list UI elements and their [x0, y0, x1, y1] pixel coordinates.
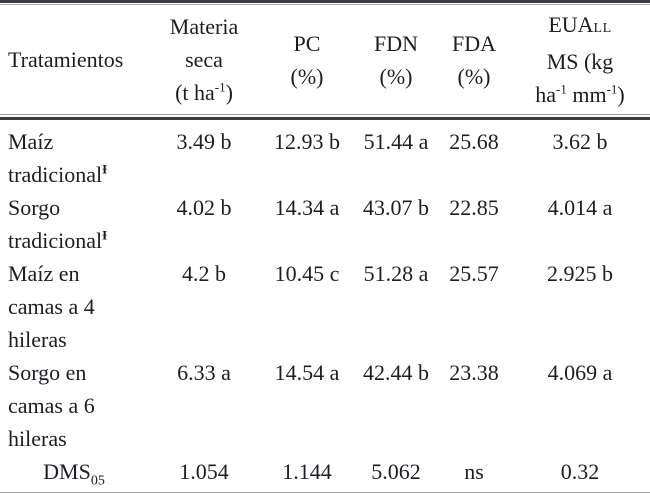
value-cell: 23.38 [449, 360, 499, 385]
footnote-marker: Ɨ [102, 161, 108, 177]
value-cell: 4.2 b [182, 261, 226, 286]
treatment-name-line: Maíz [8, 129, 54, 154]
superscript-exponent: -1 [556, 81, 567, 97]
header-unit: (%) [290, 63, 324, 89]
table-body: Maíz tradicionalƗ 3.49 b 12.93 b 51.44 a… [0, 120, 650, 492]
treatment-name-cell: Maíz tradicionalƗ [0, 120, 148, 191]
footnote-marker: Ɨ [102, 227, 108, 243]
table-row-dms: DMS05 1.054 1.144 5.062 ns 0.32 [0, 455, 650, 492]
header-pc: PC (%) [260, 5, 354, 114]
treatment-name-line: tradicional [8, 228, 103, 253]
table-top-rule [0, 0, 650, 5]
header-fdn: FDN (%) [354, 5, 438, 114]
header-fda: FDA (%) [438, 5, 510, 114]
value-cell: 1.054 [179, 459, 229, 484]
value-cell: 4.069 a [547, 360, 613, 385]
header-label: Materia [169, 14, 239, 39]
dms-label: DMS [43, 459, 91, 484]
table-row-maiz-camas: Maíz en camas a 4 hileras 4.2 b 10.45 c … [0, 257, 650, 356]
treatment-name-line: Sorgo en [8, 360, 87, 385]
value-cell: 14.54 a [274, 360, 340, 385]
value-cell: 3.62 b [552, 129, 608, 154]
value-cell: 42.44 b [363, 360, 429, 385]
table-row-sorgo-camas: Sorgo en camas a 6 hileras 6.33 a 14.54 … [0, 356, 650, 455]
header-unit: (t ha-1) [175, 79, 233, 105]
treatment-name-line: Maíz en [8, 261, 80, 286]
dms-label-cell: DMS05 [0, 455, 148, 492]
value-cell: 10.45 c [274, 261, 340, 286]
treatment-name-line: camas a 4 [8, 294, 95, 319]
value-cell: ns [464, 459, 484, 484]
value-cell: 2.925 b [547, 261, 613, 286]
header-label: PC [293, 30, 321, 56]
value-cell: 14.34 a [274, 195, 340, 220]
treatment-name-line: hileras [8, 426, 67, 451]
value-cell: 6.33 a [177, 360, 231, 385]
header-eua: EUALL MS (kg ha-1 mm-1) [510, 5, 650, 114]
table-header: Tratamientos Materia seca (t ha-1) PC (%… [0, 5, 650, 114]
header-label: FDA [451, 30, 496, 56]
value-cell: 51.44 a [363, 129, 429, 154]
smallcaps-subscript: LL [593, 21, 612, 36]
header-label: MS (kg [546, 49, 614, 74]
header-materia-seca: Materia seca (t ha-1) [148, 5, 260, 114]
treatment-name-cell: Sorgo en camas a 6 hileras [0, 356, 148, 455]
header-label: seca [185, 47, 223, 72]
value-cell: 22.85 [449, 195, 499, 220]
value-cell: 25.68 [449, 129, 499, 154]
treatment-name-line: Sorgo [8, 195, 61, 220]
value-cell: 4.02 b [176, 195, 232, 220]
treatment-name-line: tradicional [8, 162, 103, 187]
treatment-name-cell: Maíz en camas a 4 hileras [0, 257, 148, 356]
value-cell: 51.28 a [363, 261, 429, 286]
value-cell: 12.93 b [274, 129, 340, 154]
subscript-05: 05 [90, 473, 105, 489]
treatment-name-cell: Sorgo tradicionalƗ [0, 191, 148, 257]
value-cell: 5.062 [371, 459, 421, 484]
value-cell: 25.57 [449, 261, 499, 286]
treatment-name-line: camas a 6 [8, 393, 95, 418]
value-cell: 43.07 b [363, 195, 429, 220]
value-cell: 1.144 [282, 459, 332, 484]
table-row-maiz-tradicional: Maíz tradicionalƗ 3.49 b 12.93 b 51.44 a… [0, 120, 650, 191]
superscript-exponent: -1 [214, 79, 226, 95]
header-unit: ha-1 mm-1) [535, 81, 625, 107]
header-label: EUALL [548, 12, 612, 37]
value-cell: 3.49 b [176, 129, 232, 154]
value-cell: 4.014 a [547, 195, 613, 220]
treatment-name-line: hileras [8, 327, 67, 352]
header-row: Tratamientos Materia seca (t ha-1) PC (%… [0, 5, 650, 114]
header-separator-rule [0, 114, 650, 120]
header-tratamientos: Tratamientos [0, 5, 148, 114]
value-cell: 0.32 [560, 459, 600, 484]
header-unit: (%) [457, 63, 491, 89]
table-row-sorgo-tradicional: Sorgo tradicionalƗ 4.02 b 14.34 a 43.07 … [0, 191, 650, 257]
header-unit: (%) [379, 63, 413, 89]
header-label: Tratamientos [8, 47, 124, 72]
superscript-exponent: -1 [606, 81, 618, 97]
header-label: FDN [373, 30, 418, 56]
